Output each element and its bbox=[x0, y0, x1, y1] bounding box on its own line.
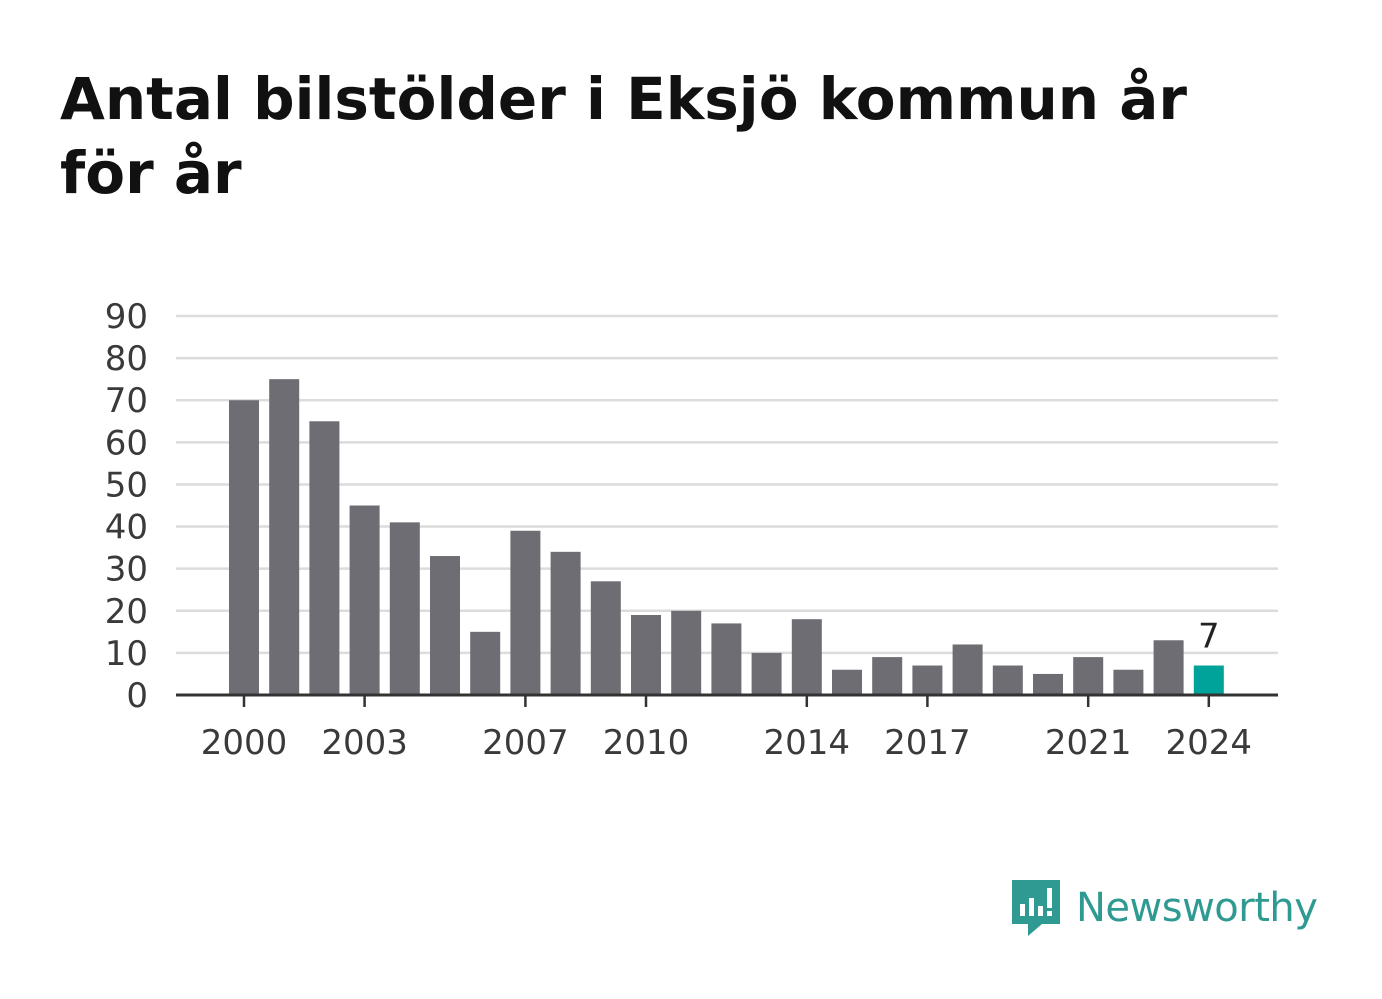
y-tick-label: 40 bbox=[105, 508, 148, 548]
x-axis-tick-labels: 2000 2003 2007 2010 2014 2017 2021 2024 bbox=[201, 723, 1252, 763]
newsworthy-logo-icon bbox=[1012, 880, 1060, 936]
bar-2008 bbox=[550, 551, 581, 695]
bar-2023 bbox=[1153, 640, 1184, 695]
data-label: 7 bbox=[1198, 617, 1220, 657]
gridlines bbox=[176, 314, 1278, 655]
y-tick-label: 30 bbox=[105, 550, 148, 590]
bar-2007 bbox=[510, 530, 541, 695]
x-tick-label: 2007 bbox=[482, 723, 569, 763]
y-tick-label: 70 bbox=[105, 381, 148, 421]
y-tick-label: 0 bbox=[126, 676, 148, 716]
bar-2022 bbox=[1113, 669, 1144, 695]
bar-2004 bbox=[389, 522, 420, 695]
x-tick-label: 2014 bbox=[764, 723, 851, 763]
x-axis-ticks bbox=[242, 695, 1211, 707]
bar-2020 bbox=[1033, 673, 1063, 695]
bar-2005 bbox=[430, 556, 460, 695]
x-tick-label: 2021 bbox=[1045, 723, 1132, 763]
bar-2011 bbox=[671, 610, 702, 695]
x-tick-label: 2017 bbox=[884, 723, 971, 763]
data-labels: 7 bbox=[1198, 617, 1220, 657]
brand-name: Newsworthy bbox=[1076, 885, 1318, 931]
bar-2003 bbox=[349, 505, 380, 695]
y-tick-label: 80 bbox=[105, 339, 148, 379]
bar-2006 bbox=[470, 631, 501, 695]
bar-2010 bbox=[631, 614, 661, 695]
y-tick-label: 20 bbox=[105, 592, 148, 632]
y-tick-label: 10 bbox=[105, 634, 148, 674]
bar-2001 bbox=[269, 379, 300, 695]
y-tick-label: 50 bbox=[105, 465, 148, 505]
y-tick-label: 90 bbox=[105, 297, 148, 337]
x-tick-label: 2003 bbox=[321, 723, 408, 763]
bar-2013 bbox=[751, 652, 782, 695]
bar-2014 bbox=[791, 619, 822, 695]
chart-title: Antal bilstölder i Eksjö kommun år för å… bbox=[60, 65, 1187, 207]
bars bbox=[229, 379, 1224, 695]
bar-2017 bbox=[912, 665, 943, 695]
brand-logo: Newsworthy bbox=[1010, 876, 1318, 940]
bar-2000 bbox=[229, 400, 259, 695]
bar-2002 bbox=[309, 421, 340, 695]
bar-2024 bbox=[1193, 665, 1224, 695]
bar-2016 bbox=[872, 657, 903, 695]
bar-2009 bbox=[590, 581, 621, 695]
bar-2021 bbox=[1073, 657, 1104, 695]
bar-2012 bbox=[711, 623, 742, 695]
bar-2015 bbox=[832, 669, 862, 695]
y-tick-label: 60 bbox=[105, 423, 148, 463]
x-tick-label: 2010 bbox=[603, 723, 690, 763]
bar-2019 bbox=[992, 665, 1023, 695]
x-tick-label: 2024 bbox=[1166, 723, 1253, 763]
x-tick-label: 2000 bbox=[201, 723, 288, 763]
bar-2018 bbox=[952, 644, 983, 695]
